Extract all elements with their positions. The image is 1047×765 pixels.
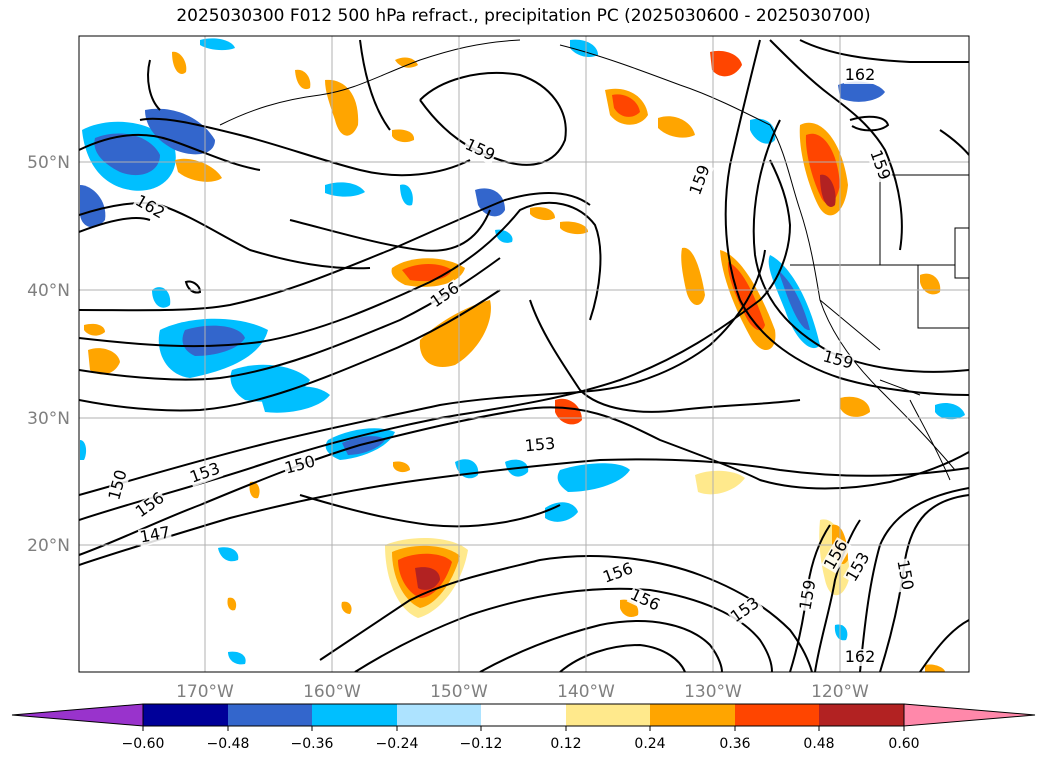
colorbar-segment	[143, 704, 228, 726]
colorbar-tick-label: −0.48	[207, 736, 250, 752]
refractivity-contours	[79, 39, 969, 672]
colorbar-segment	[228, 704, 312, 726]
contour-label-bg	[461, 135, 498, 165]
contour-label-bg	[282, 453, 318, 478]
colorbar: −0.60 −0.48 −0.36 −0.24 −0.12 0.12 0.24 …	[11, 703, 1036, 752]
colorbar-extend-high	[903, 703, 1036, 727]
contour-label-bg	[523, 435, 557, 456]
contour-label-bg	[893, 557, 916, 593]
contour-label-bg	[600, 560, 637, 587]
coastlines	[219, 39, 969, 481]
colorbar-segment	[312, 704, 397, 726]
contour-label-bg	[106, 467, 131, 503]
contour-label-bg	[797, 577, 820, 613]
lon-label: 170°W	[176, 682, 234, 702]
colorbar-tick-label: 0.12	[550, 736, 581, 752]
contour-label: 153	[524, 434, 556, 456]
colorbar-tick-label: 0.48	[803, 736, 834, 752]
latitude-labels: 50°N 40°N 30°N 20°N	[27, 153, 70, 556]
colorbar-tick-label: 0.36	[719, 736, 750, 752]
colorbar-tick-label: −0.36	[291, 736, 334, 752]
lon-label: 150°W	[430, 682, 488, 702]
contour-label-bg	[866, 147, 893, 184]
contour-label-bg	[820, 348, 856, 373]
map-title: 2025030300 F012 500 hPa refract., precip…	[176, 6, 871, 26]
contour-label-bg	[687, 162, 714, 199]
contour-label-bg	[727, 594, 764, 627]
lat-label: 50°N	[27, 153, 70, 173]
lon-label: 120°W	[811, 682, 869, 702]
lat-label: 30°N	[27, 409, 70, 429]
contour-label-bg	[844, 649, 876, 666]
colorbar-segment	[650, 704, 735, 726]
colorbar-tick-label: 0.60	[888, 736, 919, 752]
contour-label-bg	[131, 192, 168, 223]
contour-label: 162	[845, 647, 876, 666]
contour-label-bg	[187, 460, 224, 487]
map-frame	[78, 35, 970, 673]
lon-label: 140°W	[557, 682, 615, 702]
longitude-labels: 170°W 160°W 150°W 140°W 130°W 120°W	[176, 682, 869, 702]
contour-label-bg	[844, 67, 876, 84]
colorbar-tick-label: −0.12	[460, 736, 503, 752]
contour-label-bg	[137, 524, 173, 547]
colorbar-segment	[566, 704, 650, 726]
colorbar-extend-low	[11, 703, 144, 727]
contour-label-bg	[843, 549, 874, 586]
colorbar-segment	[735, 704, 819, 726]
colorbar-segment	[481, 704, 566, 726]
contour-label-bg	[626, 585, 663, 615]
contour-label-bg	[821, 537, 852, 574]
colorbar-tick-label: 0.24	[634, 736, 665, 752]
colorbar-segment	[819, 704, 904, 726]
colorbar-segment	[397, 704, 481, 726]
lon-label: 130°W	[684, 682, 742, 702]
lat-label: 40°N	[27, 281, 70, 301]
colorbar-tick-label: −0.60	[122, 736, 165, 752]
lon-label: 160°W	[303, 682, 361, 702]
colorbar-tick-label: −0.24	[376, 736, 419, 752]
contour-label-bg	[427, 279, 464, 312]
colorbar-ticks	[142, 726, 905, 731]
contour-label: 162	[845, 65, 876, 84]
lat-label: 20°N	[27, 536, 70, 556]
contour-label-bg	[132, 489, 169, 522]
